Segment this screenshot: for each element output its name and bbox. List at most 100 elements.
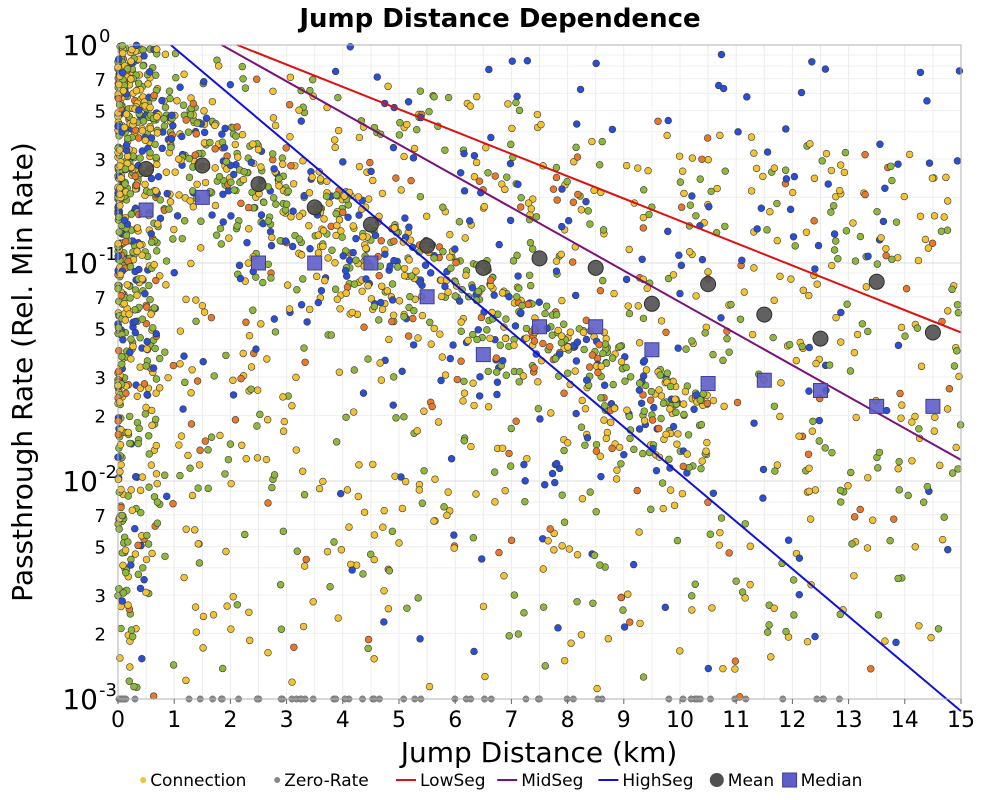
connection-point [188,366,196,374]
connection-point [421,261,430,269]
connection-point [162,257,171,265]
connection-point [416,278,424,286]
connection-point [349,222,357,230]
connection-point [154,172,163,181]
connection-point [410,307,418,315]
connection-point [524,300,532,309]
connection-point [289,207,297,215]
connection-point [345,523,353,531]
connection-point [508,124,516,133]
connection-point [193,180,201,188]
connection-point [954,465,962,473]
connection-point [233,601,242,609]
connection-point [153,498,162,506]
connection-point [165,205,173,213]
connection-point [827,166,836,175]
connection-point [626,434,634,443]
connection-point [811,265,819,273]
legend-swatch-zero-rate [274,777,281,783]
connection-point [163,492,171,501]
connection-point [369,176,377,185]
connection-point [194,540,202,548]
connection-point [194,484,202,492]
connection-point [149,364,158,372]
connection-point [930,212,939,220]
connection-point [167,143,175,152]
connection-point [512,417,520,425]
connection-point [378,189,387,198]
connection-point [117,624,125,633]
connection-point [931,413,939,422]
connection-point [147,310,155,318]
connection-point [295,235,304,243]
connection-point [666,405,674,413]
legend-label-median: Median [801,771,863,791]
connection-point [182,295,190,304]
connection-point [917,362,926,371]
connection-point [138,275,146,283]
connection-point [233,123,241,131]
connection-point [397,186,405,194]
connection-point [582,197,590,206]
connection-point [395,297,404,305]
connection-point [535,298,543,306]
connection-point [120,216,129,224]
connection-point [635,339,644,347]
connection-point [453,375,462,384]
connection-point [475,177,484,185]
connection-point [555,350,564,358]
connection-point [276,581,285,589]
connection-point [178,234,186,243]
connection-point [375,316,383,324]
connection-point [828,448,836,457]
connection-point [115,100,124,109]
connection-point [518,301,526,310]
connection-point [222,547,230,556]
connection-point [151,415,160,424]
connection-point [239,75,247,83]
connection-point [126,663,134,671]
connection-point [124,492,132,500]
connection-point [856,232,865,241]
connection-point [257,320,265,328]
connection-point [770,296,778,305]
connection-point [650,403,658,412]
connection-point [640,186,648,194]
connection-point [552,257,561,265]
connection-point [578,495,587,503]
x-tick-label: 11 [722,708,750,733]
legend: Connection Zero-Rate LowSeg MidSeg HighSeg Me… [140,771,862,791]
connection-point [657,414,665,423]
connection-point [469,379,477,387]
connection-point [572,357,581,365]
connection-point [709,396,718,405]
connection-point [152,71,160,79]
connection-point [606,418,615,427]
connection-point [409,154,418,162]
connection-point [272,200,280,208]
connection-point [552,311,561,319]
connection-point [359,233,367,241]
connection-point [162,168,171,176]
connection-point [874,611,883,619]
connection-point [890,515,898,523]
x-tick-label: 4 [336,708,350,733]
connection-point [280,417,289,426]
connection-point [259,278,267,287]
connection-point [638,255,646,263]
connection-point [928,239,937,247]
connection-point [808,427,817,435]
connection-point [122,141,131,149]
connection-point [505,293,513,301]
connection-point [684,431,693,439]
connection-point [319,242,327,251]
connection-point [625,412,633,421]
connection-point [331,259,339,267]
connection-point [212,231,221,239]
connection-point [308,173,316,181]
connection-point [461,234,469,242]
x-tick-label: 3 [280,708,294,733]
connection-point [200,78,208,86]
connection-point [923,97,931,105]
connection-point [308,75,317,84]
